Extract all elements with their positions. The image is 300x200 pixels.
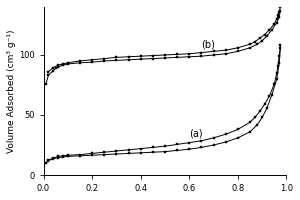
Text: (a): (a) bbox=[189, 129, 203, 139]
Text: (b): (b) bbox=[201, 40, 215, 50]
Y-axis label: Volume Adsorbed (cm³ g⁻¹): Volume Adsorbed (cm³ g⁻¹) bbox=[7, 29, 16, 153]
